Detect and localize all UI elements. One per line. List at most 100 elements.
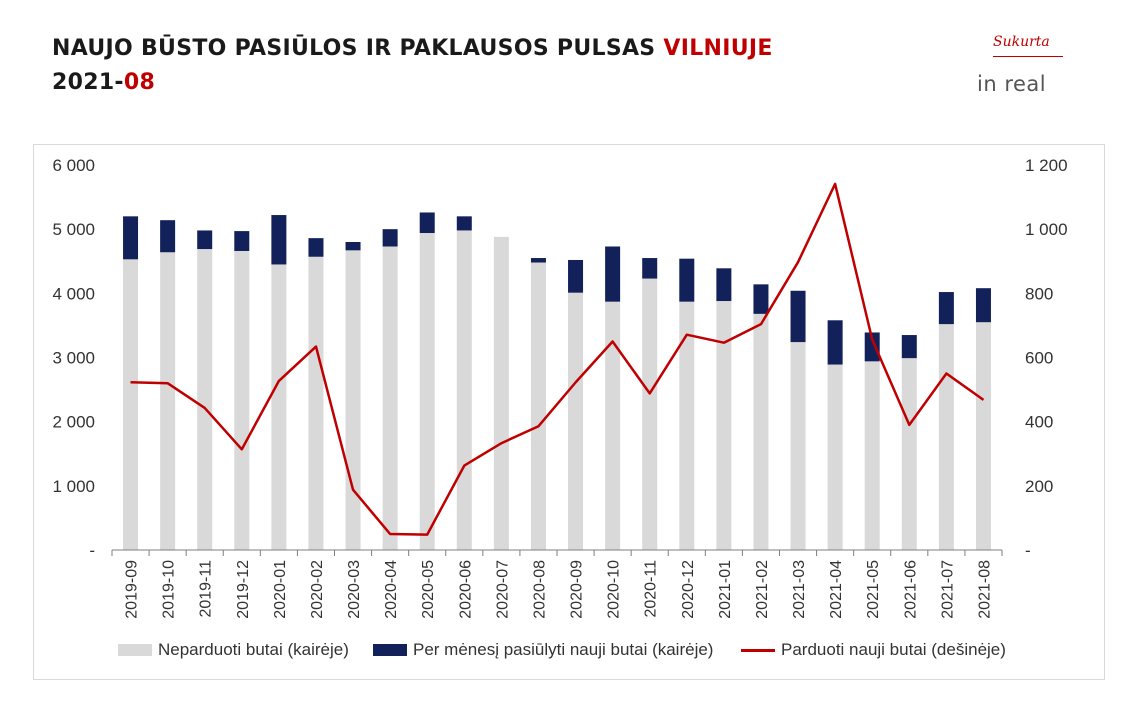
x-tick-label: 2020-04 [383,560,400,619]
bar-offered [864,332,880,362]
logo-brand: in real [977,72,1047,96]
bar-offered [642,258,658,279]
bar-unsold [827,364,843,550]
bar-unsold [864,361,880,550]
bar-unsold [901,358,917,550]
x-tick-label: 2019-11 [198,560,215,618]
title-period-year: 2021- [52,70,124,95]
bar-offered [716,268,732,302]
x-tick-label: 2021-06 [902,560,919,619]
bar-unsold [975,322,991,550]
right-tick-label: 200 [1025,477,1053,496]
bar-offered [790,290,806,343]
x-tick-label: 2020-02 [309,560,326,619]
legend-label-offered: Per mėnesį pasiūlyti nauji butai (kairėj… [413,640,714,659]
bar-offered [419,212,435,234]
bar-unsold [382,246,398,550]
x-tick-label: 2021-02 [754,560,771,619]
logo-made-by: Sukurta [993,34,1050,50]
legend-swatch-offered [373,644,407,656]
bar-unsold [530,262,546,550]
legend-label-unsold: Neparduoti butai (kairėje) [158,640,349,659]
bar-unsold [271,264,287,550]
left-tick-label: 5 000 [52,220,95,239]
bar-unsold [234,250,250,550]
title-period-month: 08 [123,70,156,95]
bar-offered [938,292,954,325]
bar-offered [679,258,695,302]
x-tick-label: 2020-05 [420,560,437,619]
title-line-1: NAUJO BŪSTO PASIŪLOS IR PAKLAUSOS PULSAS… [52,32,773,66]
x-tick-label: 2020-01 [272,560,289,619]
x-tick-label: 2021-03 [791,560,808,619]
x-tick-label: 2019-09 [124,560,141,619]
right-tick-label: 400 [1025,413,1053,432]
bar-unsold [679,301,695,550]
legend-item-sold: Parduoti nauji butai (dešinėje) [741,640,1006,660]
legend-item-offered: Per mėnesį pasiūlyti nauji butai (kairėj… [373,640,713,660]
right-axis: - 200 400 600 800 1 000 1 200 [1025,156,1068,560]
bar-unsold [642,278,658,550]
x-tick-label: 2020-12 [680,560,697,619]
bar-unsold [160,252,176,550]
bar-unsold [753,313,769,550]
bar-offered [901,335,917,359]
right-tick-label: 600 [1025,349,1053,368]
x-tick-label: 2020-08 [531,560,548,619]
x-tick-label: 2021-08 [976,560,993,619]
chart-frame [33,144,1105,680]
bar-unsold [456,230,472,550]
left-tick-label: 4 000 [52,284,95,303]
title-city: VILNIUJE [663,36,773,61]
bar-offered [530,258,546,263]
bar-unsold [345,250,361,550]
logo-underline [993,56,1063,57]
right-tick-label: - [1025,541,1031,560]
bar-offered [975,288,991,323]
bar-offered [827,320,843,365]
chart-title: NAUJO BŪSTO PASIŪLOS IR PAKLAUSOS PULSAS… [52,32,773,100]
right-tick-label: 800 [1025,284,1053,303]
bar-unsold [568,292,584,550]
bar-offered [753,284,769,314]
bar-offered [568,259,584,293]
bar-offered [160,220,176,253]
x-tick-label: 2019-12 [235,560,252,619]
x-tick-label: 2020-07 [494,560,511,619]
left-tick-label: - [89,541,95,560]
title-main: NAUJO BŪSTO PASIŪLOS IR PAKLAUSOS PULSAS [52,36,664,61]
bar-offered [382,229,398,247]
legend-swatch-unsold [118,644,152,656]
line-sold-series [130,182,985,536]
x-tick-label: 2021-05 [865,560,882,619]
left-tick-label: 2 000 [52,413,95,432]
x-tick-label: 2020-11 [643,560,660,618]
title-line-2: 2021-08 [52,66,773,100]
bar-unsold [716,301,732,550]
x-tick-label: 2021-04 [828,560,845,619]
bar-offered [123,216,139,260]
left-tick-label: 6 000 [52,156,95,175]
bar-unsold [419,233,435,550]
bar-unsold [605,301,621,550]
bar-offered [345,242,361,251]
left-axis: - 1 000 2 000 3 000 4 000 5 000 6 000 [52,156,95,560]
x-tick-label: 2020-09 [569,560,586,619]
x-tick-label: 2020-10 [606,560,623,619]
bar-offered [271,215,287,265]
left-tick-label: 1 000 [52,477,95,496]
bar-offered [605,246,621,302]
bar-offered [456,216,472,231]
left-tick-label: 3 000 [52,349,95,368]
legend-swatch-sold [741,648,775,652]
x-tick-label: 2021-07 [939,560,956,619]
legend-item-unsold: Neparduoti butai (kairėje) [118,640,349,660]
inreal-logo: Sukurta in real [975,34,1075,104]
bar-unsold [197,249,213,550]
bar-offered [234,231,250,251]
bar-unsold [493,236,509,550]
bar-offered [197,230,213,250]
bar-unsold [790,342,806,550]
line-layer [130,182,985,536]
